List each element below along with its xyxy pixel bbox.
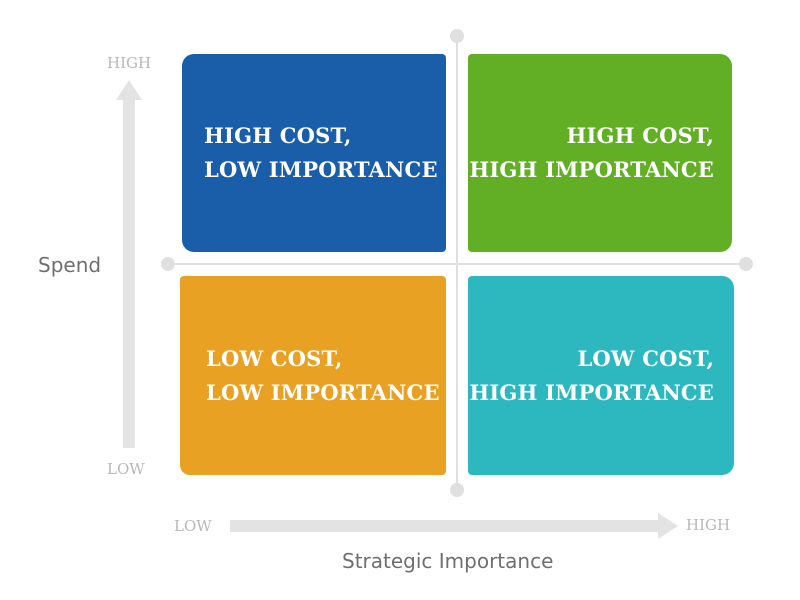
y-axis-arrow-head [116, 80, 142, 100]
quadrant-low-cost-low-importance: LOW COST, LOW IMPORTANCE [180, 276, 446, 475]
quadrant-line-2: HIGH IMPORTANCE [469, 379, 714, 405]
divider-dot-top [450, 29, 464, 43]
y-axis-title: Spend [38, 253, 102, 277]
x-axis-arrow-head [658, 513, 678, 539]
x-axis-high-label: HIGH [686, 516, 731, 534]
quadrant-line-1: LOW COST, [577, 345, 714, 371]
quadrant-line-1: LOW COST, [206, 345, 343, 371]
quadrant-low-cost-high-importance: LOW COST, HIGH IMPORTANCE [468, 276, 734, 475]
x-axis-arrow-shaft [230, 520, 662, 532]
divider-dot-left [161, 257, 175, 271]
quadrant-high-cost-high-importance: HIGH COST, HIGH IMPORTANCE [468, 54, 732, 252]
quadrant-line-1: HIGH COST, [204, 123, 352, 148]
x-axis-title: Strategic Importance [342, 549, 554, 573]
quadrant-line-2: LOW IMPORTANCE [204, 157, 438, 182]
y-axis-low-label: LOW [107, 460, 145, 478]
divider-dot-bottom [450, 483, 464, 497]
quadrant-line-1: HIGH COST, [566, 123, 714, 148]
quadrant-high-cost-low-importance: HIGH COST, LOW IMPORTANCE [182, 54, 446, 252]
quadrant-line-2: HIGH IMPORTANCE [469, 157, 714, 182]
y-axis-arrow-shaft [123, 96, 135, 448]
x-axis-low-label: LOW [174, 517, 212, 535]
divider-dot-right [739, 257, 753, 271]
quadrant-line-2: LOW IMPORTANCE [206, 379, 440, 405]
y-axis-high-label: HIGH [107, 54, 152, 72]
